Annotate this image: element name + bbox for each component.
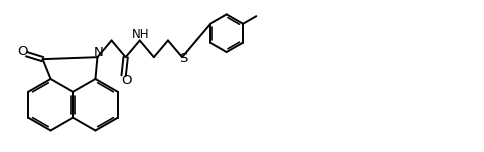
Text: S: S [179,52,187,65]
Text: O: O [121,74,132,87]
Text: N: N [93,46,103,59]
Text: NH: NH [132,28,150,41]
Text: O: O [17,45,28,58]
